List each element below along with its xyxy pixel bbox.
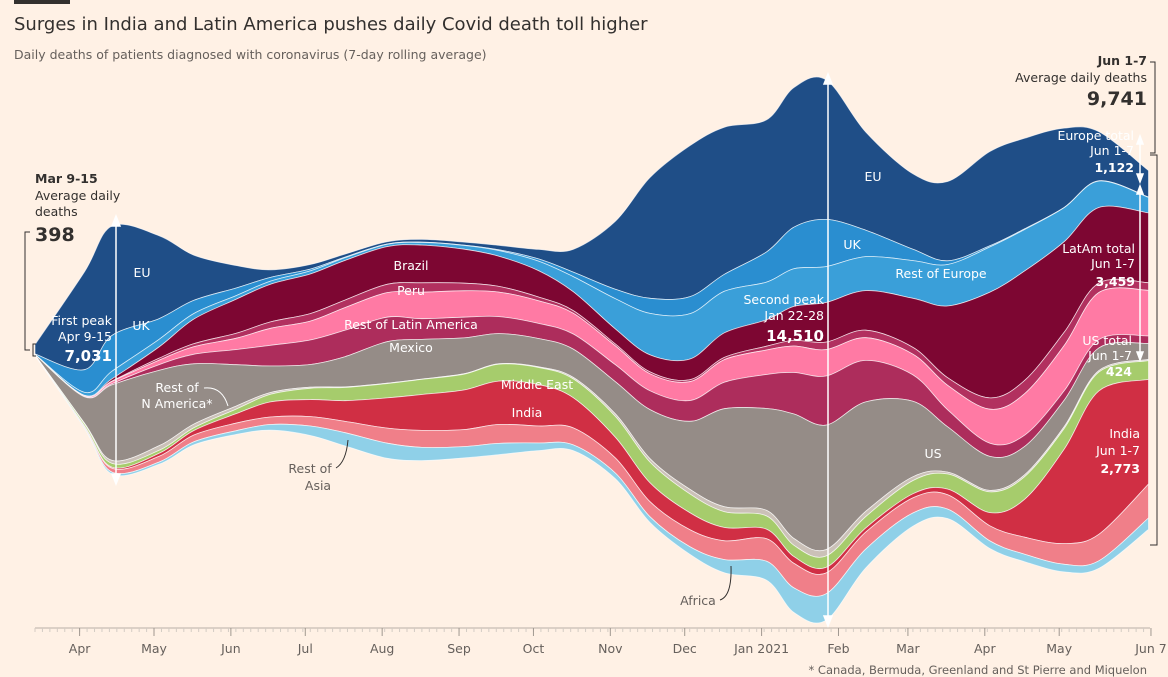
end-value: 9,741 — [1087, 88, 1147, 110]
label-us: US — [924, 446, 941, 461]
second-peak-line2: Jan 22-28 — [763, 308, 824, 323]
label-rest-of-europe: Rest of Europe — [895, 266, 986, 281]
label-uk: UK — [132, 318, 150, 333]
x-tick-label: Nov — [598, 641, 623, 656]
ft-header-bar — [14, 0, 70, 4]
label-africa: Africa — [680, 593, 716, 608]
india-line2: Jun 1-7 — [1095, 443, 1140, 458]
stream-layer-africa — [34, 354, 1149, 624]
latam-total-value: 3,459 — [1095, 274, 1135, 289]
x-tick-label: Feb — [827, 641, 849, 656]
label-peru: Peru — [397, 283, 425, 298]
europe-total-line2: Jun 1-7 — [1089, 143, 1134, 158]
europe-total-line1: Europe total — [1057, 128, 1134, 143]
latam-total-line2: Jun 1-7 — [1090, 256, 1135, 271]
peak-arrows — [110, 71, 1145, 629]
x-tick-label: Sep — [447, 641, 471, 656]
x-tick-label: Aug — [370, 641, 394, 656]
annotation-start: Mar 9-15 Average daily deaths 398 — [35, 171, 121, 246]
start-period: Mar 9-15 — [35, 171, 98, 186]
label-india: India — [512, 405, 543, 420]
first-peak-line1: First peak — [51, 313, 113, 328]
x-tick-label: Jan 2021 — [733, 641, 789, 656]
annotation-second-peak: Second peak Jan 22-28 14,510 — [744, 292, 825, 345]
label-eu-2: EU — [864, 169, 881, 184]
start-line2: deaths — [35, 204, 78, 219]
us-total-value: 424 — [1106, 364, 1132, 379]
label-middle-east: Middle East — [501, 377, 573, 392]
first-peak-line2: Apr 9-15 — [58, 329, 112, 344]
footnote: * Canada, Bermuda, Greenland and St Pier… — [809, 663, 1147, 677]
x-tick-label: Mar — [896, 641, 920, 656]
first-peak-value: 7,031 — [65, 347, 112, 365]
annotation-latam-total: LatAm total Jun 1-7 3,459 — [1062, 241, 1135, 289]
annotation-india: India Jun 1-7 2,773 — [1095, 426, 1140, 476]
end-period: Jun 1-7 — [1097, 53, 1147, 68]
start-line1: Average daily — [35, 188, 121, 203]
stream-layers — [34, 76, 1149, 624]
us-total-line2: Jun 1-7 — [1087, 348, 1132, 363]
series-labels: EU EU UK UK Rest of Europe Brazil Peru R… — [132, 169, 987, 608]
x-tick-label: Jun 7 — [1134, 641, 1166, 656]
label-rest-of-asia-2: Asia — [305, 478, 331, 493]
label-eu: EU — [133, 265, 150, 280]
leader-rest-of-asia — [335, 439, 349, 469]
x-tick-label: Dec — [673, 641, 697, 656]
annotation-first-peak: First peak Apr 9-15 7,031 — [51, 313, 113, 365]
label-rest-n-america-1: Rest of — [155, 380, 199, 395]
second-peak-line1: Second peak — [744, 292, 825, 307]
chart-subtitle: Daily deaths of patients diagnosed with … — [14, 47, 487, 62]
label-rest-n-america-2: N America* — [141, 396, 212, 411]
us-total-line1: US total — [1082, 333, 1132, 348]
label-rest-of-latam: Rest of Latin America — [344, 317, 478, 332]
label-rest-of-asia-1: Rest of — [288, 461, 332, 476]
x-tick-label: Jul — [297, 641, 313, 656]
annotation-europe-total: Europe total Jun 1-7 1,122 — [1057, 128, 1134, 175]
brackets — [24, 61, 1158, 546]
india-value: 2,773 — [1100, 461, 1140, 476]
leader-africa — [719, 565, 732, 601]
x-tick-label: Jun — [220, 641, 241, 656]
label-brazil: Brazil — [394, 258, 429, 273]
x-tick-label: May — [141, 641, 167, 656]
label-uk-2: UK — [843, 237, 861, 252]
india-line1: India — [1109, 426, 1140, 441]
x-tick-label: Apr — [974, 641, 996, 656]
annotation-end: Jun 1-7 Average daily deaths 9,741 — [1015, 53, 1147, 110]
europe-total-value: 1,122 — [1094, 160, 1134, 175]
x-tick-label: Apr — [69, 641, 91, 656]
chart-title: Surges in India and Latin America pushes… — [14, 14, 648, 35]
annotation-us-total: US total Jun 1-7 424 — [1082, 333, 1132, 379]
start-value: 398 — [35, 224, 75, 246]
second-peak-value: 14,510 — [766, 327, 824, 345]
label-mexico: Mexico — [389, 340, 433, 355]
end-line1: Average daily deaths — [1015, 70, 1147, 85]
x-tick-label: May — [1046, 641, 1072, 656]
x-tick-label: Oct — [523, 641, 545, 656]
x-axis: Apr May Jun Jul Aug Sep Oct Nov Dec Jan 2021 Feb Ma… — [34, 627, 1167, 656]
leader-rest-n-america — [203, 387, 229, 407]
latam-total-line1: LatAm total — [1062, 241, 1135, 256]
